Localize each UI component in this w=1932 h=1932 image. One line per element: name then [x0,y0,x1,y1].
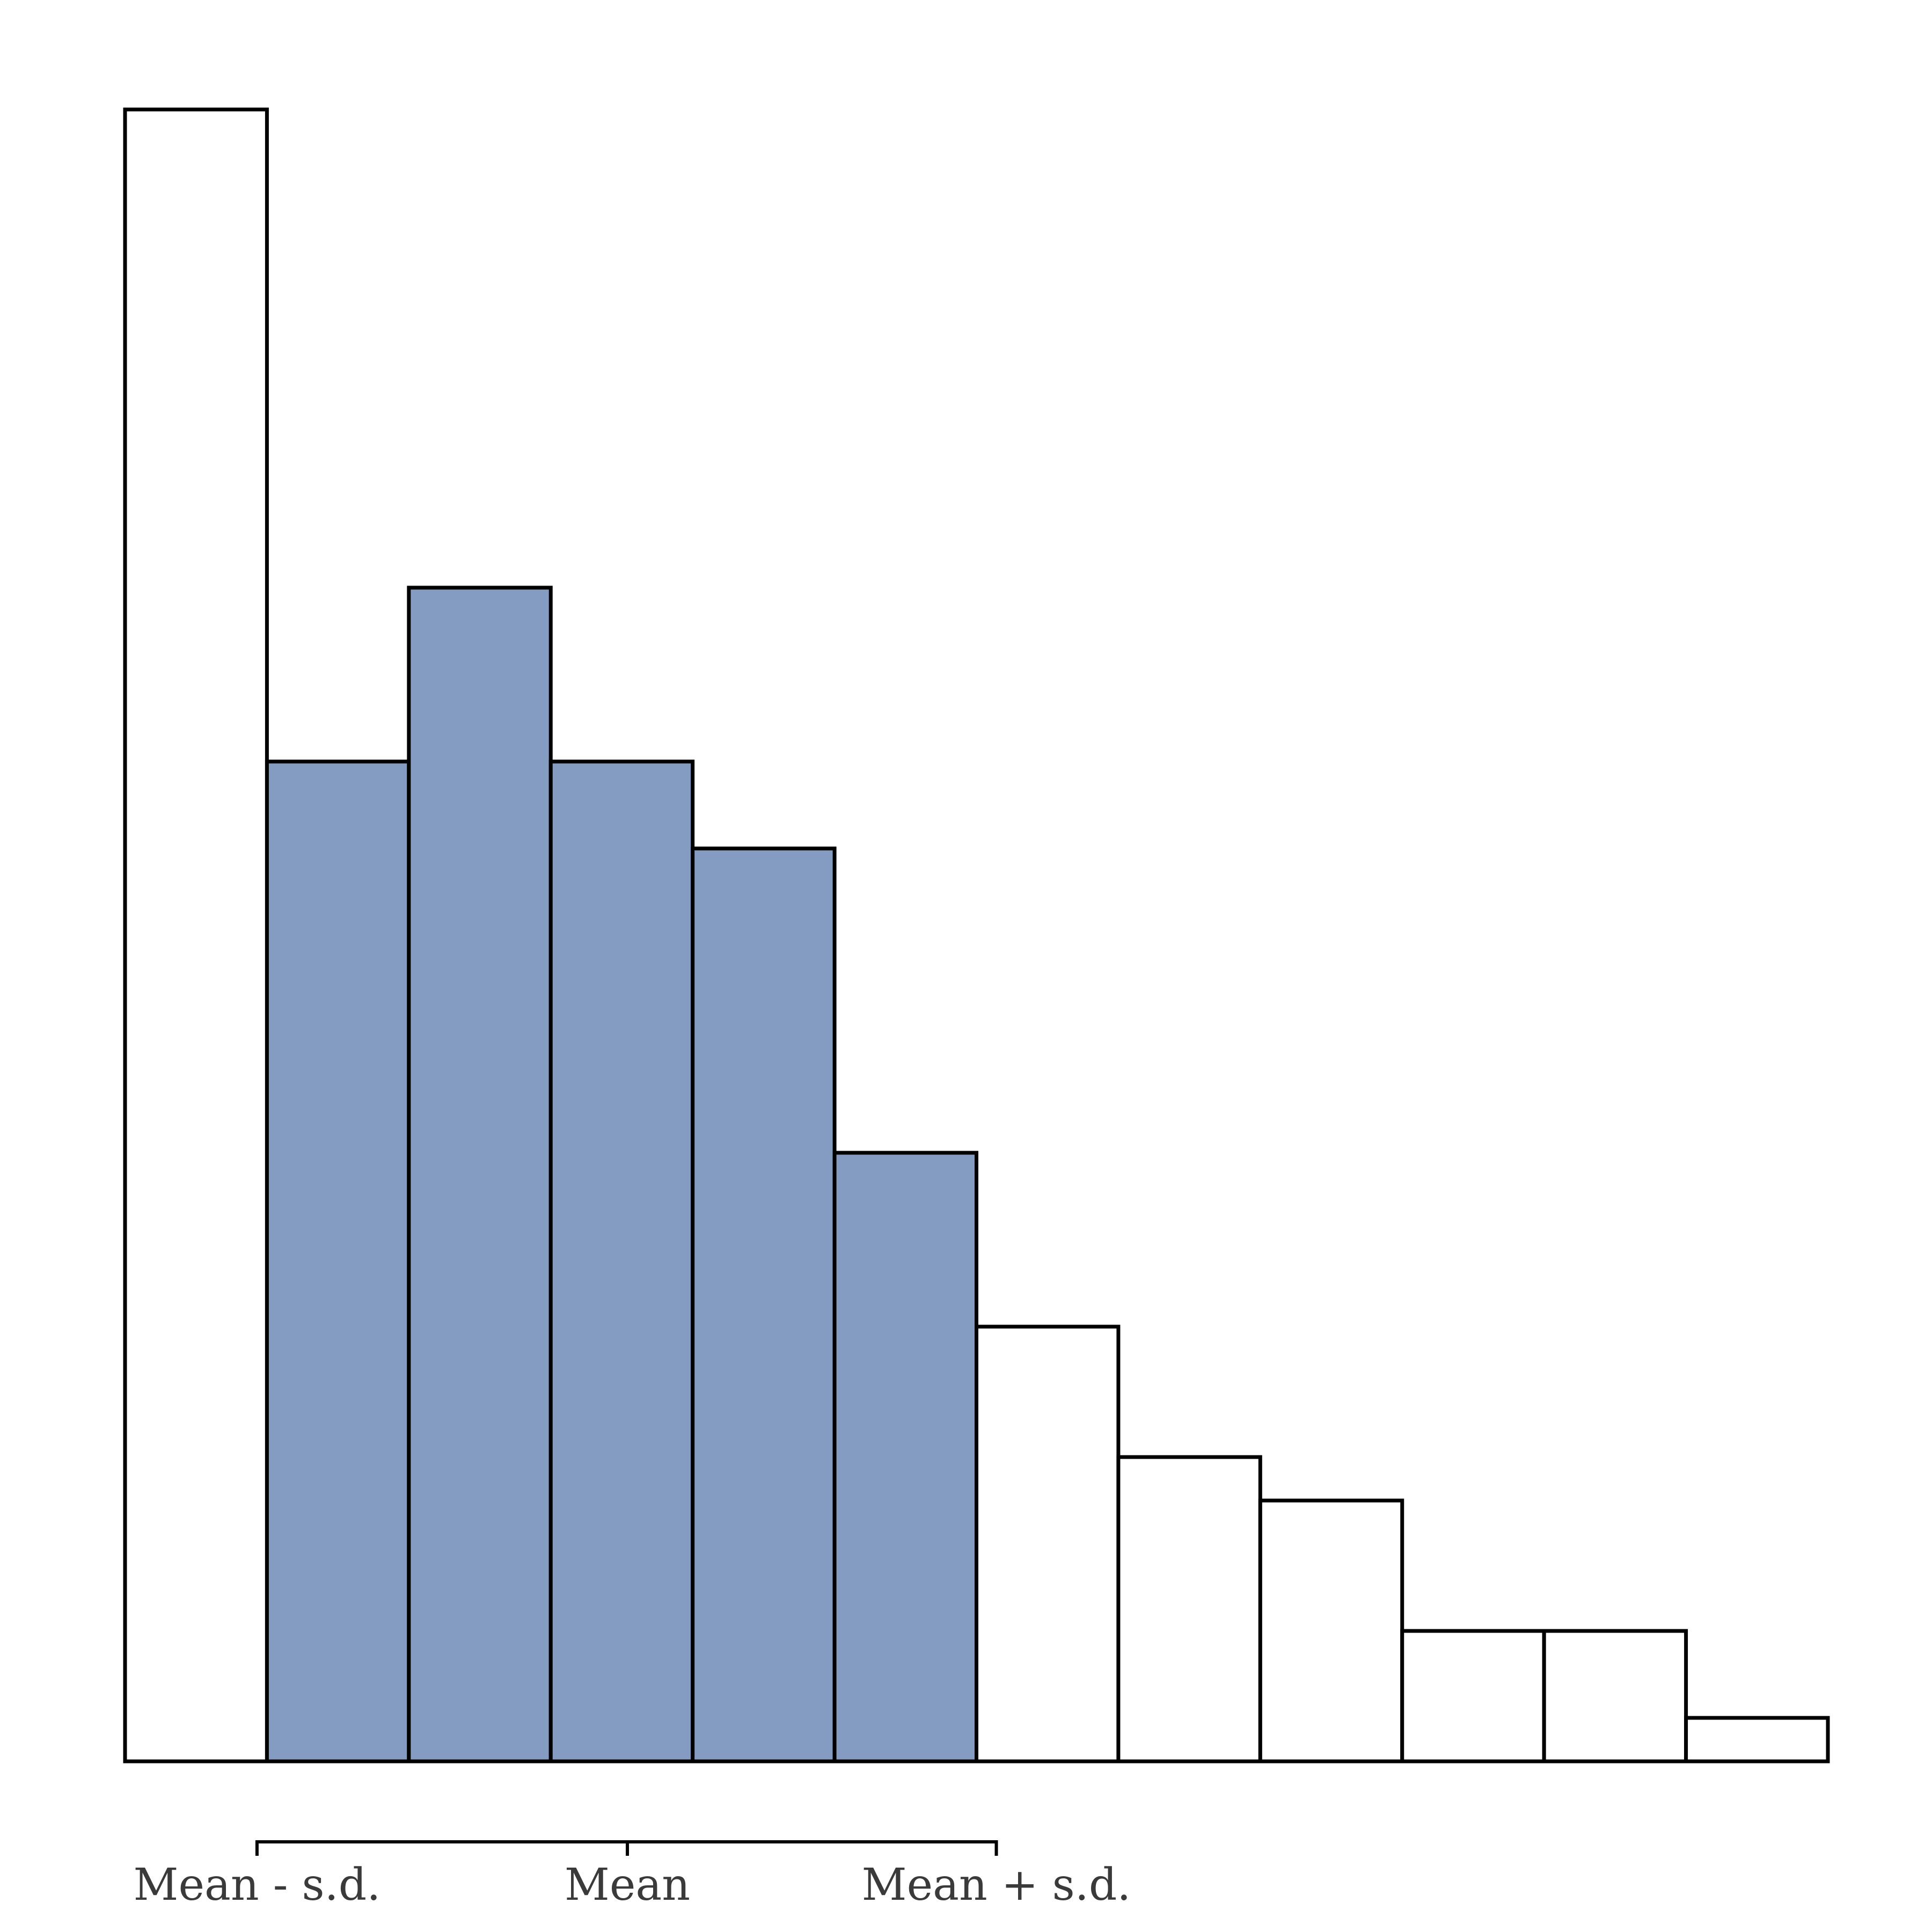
histogram-bar-7 [975,1324,1121,1763]
histogram-bar-11 [1542,1629,1688,1763]
histogram-bar-1 [123,107,269,1763]
histogram-bar-9 [1258,1498,1404,1763]
histogram-bar-5 [691,846,837,1763]
reference-ticks: Mean - s.d. Mean Mean + s.d. [134,1840,1131,1911]
reference-tick-label-1: Mean - s.d. [134,1860,381,1911]
histogram-bar-10 [1400,1629,1546,1763]
histogram-bar-3 [407,586,553,1763]
histogram-bar-12 [1684,1716,1830,1763]
histogram-bar-2 [265,759,411,1763]
histogram-bar-6 [832,1151,979,1763]
reference-tick-label-2: Mean [565,1860,690,1911]
histogram-bar-4 [548,759,695,1763]
reference-tick-label-3: Mean + s.d. [862,1860,1131,1911]
histogram-bar-8 [1116,1455,1262,1763]
histogram-bars [123,107,1830,1763]
